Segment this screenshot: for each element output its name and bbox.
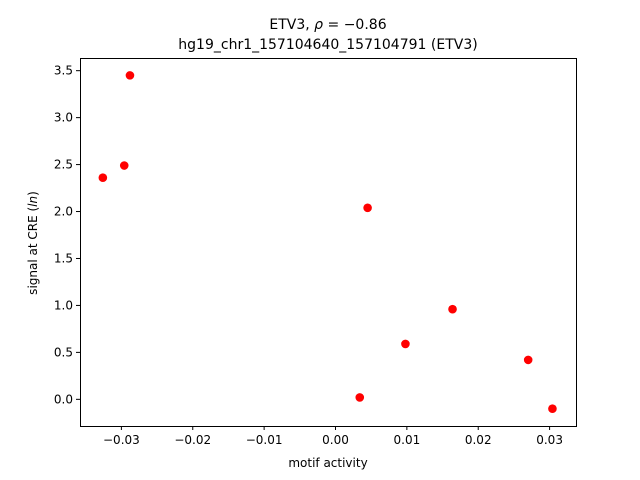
title-value: = −0.86 bbox=[323, 17, 387, 33]
plot-area bbox=[98, 71, 557, 414]
x-axis-label: motif activity bbox=[288, 456, 367, 470]
y-tick-label: 1.0 bbox=[54, 298, 73, 312]
data-point bbox=[401, 339, 410, 349]
plot-frame bbox=[80, 58, 577, 427]
chart-title: ETV3, ρ = −0.86 bbox=[269, 17, 386, 33]
y-label-close: ) bbox=[26, 191, 40, 196]
data-point bbox=[548, 404, 557, 414]
x-tick-label: −0.02 bbox=[174, 433, 211, 447]
x-tick-label: −0.01 bbox=[246, 433, 283, 447]
x-tick-label: 0.00 bbox=[322, 433, 349, 447]
data-point bbox=[125, 71, 135, 80]
x-tick-label: 0.02 bbox=[465, 433, 492, 447]
data-point bbox=[448, 304, 457, 314]
data-point bbox=[98, 173, 108, 183]
y-label-main: signal at CRE ( bbox=[26, 207, 40, 295]
title-rho: ρ bbox=[314, 17, 323, 33]
x-tick-label: −0.03 bbox=[103, 433, 140, 447]
y-tick-label: 0.0 bbox=[54, 392, 73, 406]
y-axis: 0.0 0.5 1.0 1.5 2.0 2.5 3.0 3.5 bbox=[54, 64, 80, 406]
x-tick-label: 0.01 bbox=[394, 433, 421, 447]
title-prefix: ETV3, bbox=[269, 17, 314, 33]
data-point bbox=[355, 393, 365, 402]
data-point bbox=[523, 355, 533, 365]
y-tick-label: 3.0 bbox=[54, 111, 73, 125]
y-tick-label: 3.5 bbox=[54, 64, 73, 78]
y-tick-label: 1.5 bbox=[54, 251, 73, 265]
y-axis-label: signal at CRE (ln) bbox=[26, 191, 40, 295]
y-tick-label: 2.5 bbox=[54, 158, 73, 172]
y-label-unit: ln bbox=[26, 196, 40, 207]
data-point bbox=[363, 203, 372, 213]
data-point bbox=[119, 161, 129, 170]
chart-subtitle: hg19_chr1_157104640_157104791 (ETV3) bbox=[178, 37, 477, 53]
x-tick-label: 0.03 bbox=[536, 433, 563, 447]
y-tick-label: 0.5 bbox=[54, 345, 73, 359]
x-axis: −0.03 −0.02 −0.01 0.00 0.01 0.02 0.03 bbox=[103, 426, 563, 447]
y-tick-label: 2.0 bbox=[54, 205, 73, 219]
